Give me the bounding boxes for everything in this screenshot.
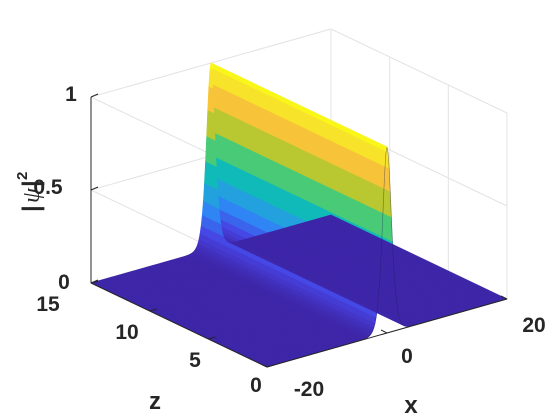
x-axis-label: x <box>404 392 418 419</box>
svg-text:ψ: ψ <box>19 187 45 203</box>
svg-text:2: 2 <box>14 172 31 180</box>
z-tick-mark-1 <box>90 93 99 98</box>
grid-right-wall-level-1 <box>330 28 508 114</box>
z-tick-1: 1 <box>65 83 77 106</box>
y-tick-10: 10 <box>115 321 138 344</box>
y-tick-mark-5 <box>208 336 216 340</box>
z-tick-mark-0.5 <box>90 186 99 191</box>
axis-ticks <box>90 93 508 368</box>
soliton-surface <box>90 62 508 368</box>
y-tick-0: 0 <box>250 374 262 397</box>
z-axis-label: | ψ | 2 <box>14 172 45 212</box>
y-tick-mark-15 <box>90 280 99 284</box>
z-tick-0.5: 0.5 <box>33 176 63 199</box>
x-tick-mark--20 <box>260 363 268 368</box>
x-tick-20: 20 <box>522 314 545 337</box>
x-tick-mark-0 <box>380 329 388 334</box>
y-tick-mark-0 <box>266 364 275 368</box>
z-tick-0: 0 <box>58 271 70 294</box>
y-tick-mark-10 <box>149 308 157 312</box>
x-tick-0: 0 <box>401 345 413 368</box>
svg-text:|: | <box>18 180 45 187</box>
x-tick-neg20: -20 <box>294 378 324 401</box>
y-tick-5: 5 <box>189 349 201 372</box>
svg-text:|: | <box>18 205 45 212</box>
x-tick-mark-20 <box>500 295 508 300</box>
y-axis-label: z <box>149 388 161 415</box>
y-tick-15: 15 <box>36 293 60 316</box>
y-axis-line <box>90 282 268 368</box>
